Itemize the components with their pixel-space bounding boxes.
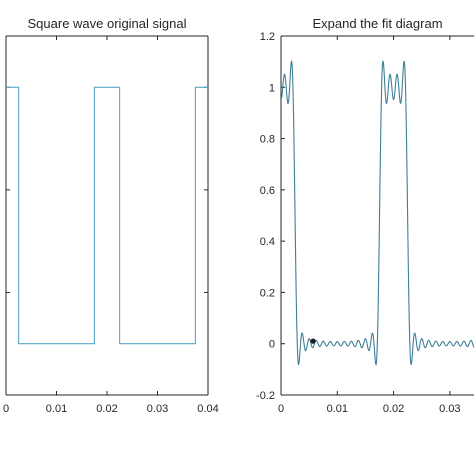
right-y-tick-label: 0.4	[260, 236, 275, 248]
right-chart-title: Expand the fit diagram	[312, 16, 442, 31]
left-x-tick-label: 0.02	[96, 403, 117, 415]
left-x-tick-label: 0	[3, 403, 9, 415]
left-panel: Square wave original signal 0 0.01 0.02 0.03…	[3, 16, 219, 415]
left-x-tick-label: 0.01	[46, 403, 67, 415]
right-y-tick-label: 0.2	[260, 287, 275, 299]
right-y-tick-label: -0.2	[256, 390, 275, 402]
right-data-marker	[310, 338, 316, 344]
left-x-tick-label: 0.03	[147, 403, 168, 415]
right-y-tick-label: 1.2	[260, 31, 275, 43]
left-chart-title: Square wave original signal	[28, 16, 187, 31]
right-x-tick-label: 0.02	[383, 403, 404, 415]
right-y-tick-label: 0	[269, 339, 275, 351]
right-x-tick-label: 0.01	[327, 403, 348, 415]
right-x-tick-label: 0	[278, 403, 284, 415]
right-y-tick-label: 0.8	[260, 134, 275, 146]
left-series-line	[6, 86, 208, 345]
right-series-line	[281, 59, 474, 366]
right-x-tick-label: 0.03	[439, 403, 460, 415]
left-x-tick-label: 0.04	[197, 403, 218, 415]
right-y-tick-label: 1	[269, 82, 275, 94]
right-y-tick-label: 0.6	[260, 185, 275, 197]
